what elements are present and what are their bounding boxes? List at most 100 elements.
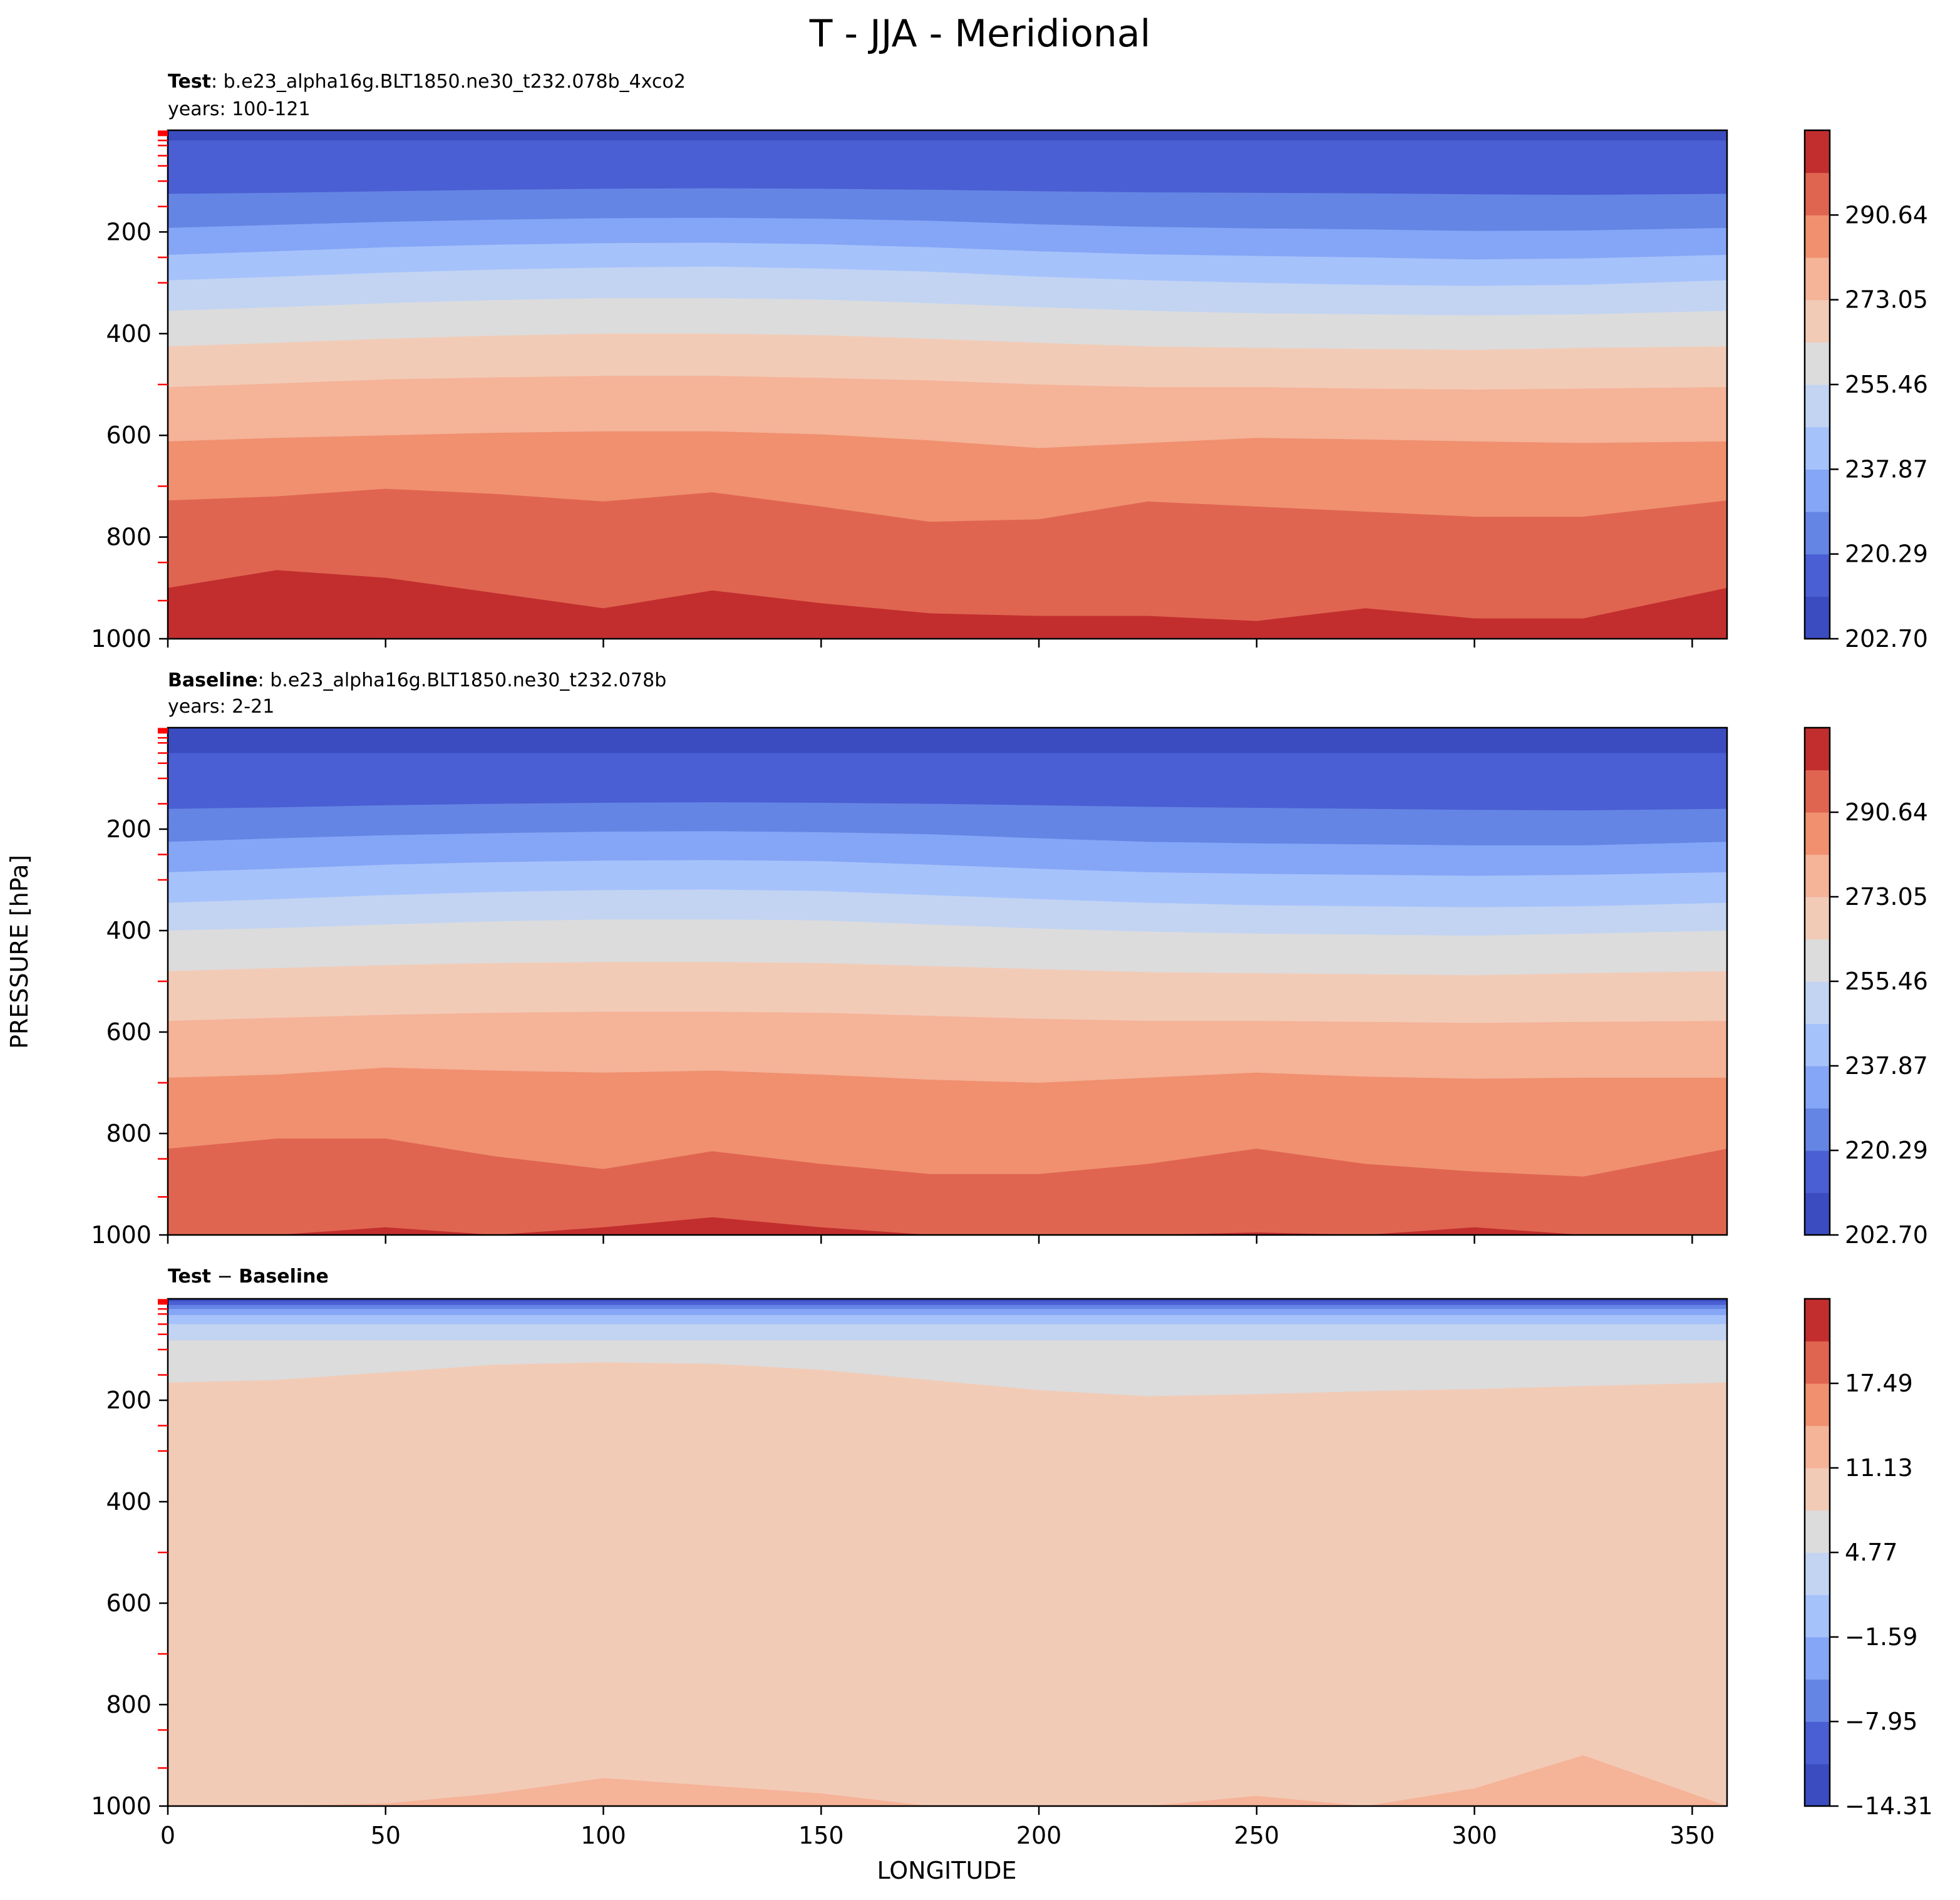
colorbar-swatch-0 — [1805, 596, 1830, 639]
colorbar-swatch-2 — [1805, 1679, 1830, 1722]
colorbar-swatch-3 — [1805, 1637, 1830, 1680]
colorbar-swatch-10 — [1805, 172, 1830, 215]
colorbar-tick-label-2: −1.59 — [1845, 1623, 1917, 1651]
colorbar-swatch-11 — [1805, 1299, 1830, 1342]
panel-label-rest: : b.e23_alpha16g.BLT1850.ne30_t232.078b — [258, 669, 667, 691]
colorbar-swatch-5 — [1805, 385, 1830, 428]
contour-fills — [168, 728, 1727, 1235]
y-tick-label-1: 400 — [106, 320, 152, 348]
y-tick-label-4: 1000 — [91, 1792, 152, 1820]
contour-band-11 — [168, 570, 1727, 639]
panel-years: years: 100-121 — [168, 98, 311, 120]
colorbar-swatch-7 — [1805, 299, 1830, 343]
panel-label-bold: Baseline — [168, 669, 258, 691]
panel-label: Test: b.e23_alpha16g.BLT1850.ne30_t232.0… — [168, 71, 686, 93]
colorbar-swatch-2 — [1805, 512, 1830, 555]
red-minor-ticks — [158, 1299, 168, 1769]
colorbar-tick-label-3: 4.77 — [1845, 1539, 1898, 1566]
colorbar-swatch-6 — [1805, 342, 1830, 385]
x-tick-label-4: 200 — [1016, 1822, 1062, 1849]
colorbar-swatch-9 — [1805, 812, 1830, 855]
panel-label-rest: : b.e23_alpha16g.BLT1850.ne30_t232.078b_… — [211, 71, 686, 93]
colorbar-swatch-11 — [1805, 130, 1830, 173]
colorbar-tick-label-0: 202.70 — [1845, 1221, 1928, 1249]
colorbar-swatch-4 — [1805, 1023, 1830, 1066]
colorbar-swatch-8 — [1805, 854, 1830, 897]
colorbar-swatch-10 — [1805, 770, 1830, 813]
contour-fills — [168, 1299, 1727, 1806]
x-tick-label-7: 350 — [1669, 1822, 1715, 1849]
colorbar-swatch-8 — [1805, 1425, 1830, 1469]
colorbar-swatch-11 — [1805, 728, 1830, 771]
x-tick-label-6: 300 — [1452, 1822, 1497, 1849]
contour-band-11 — [168, 1217, 1727, 1235]
panel-label-bold: Test — [168, 71, 211, 93]
y-tick-label-0: 200 — [106, 1386, 152, 1414]
colorbar-tick-label-4: 11.13 — [1845, 1454, 1913, 1482]
colorbar-swatch-1 — [1805, 1722, 1830, 1765]
colorbar-tick-label-1: 220.29 — [1845, 1137, 1928, 1164]
y-tick-label-4: 1000 — [91, 1221, 152, 1249]
colorbar-swatch-4 — [1805, 1594, 1830, 1638]
panel-diff: 200 400 600 800 1000 0 50 100 150 200 250 300 350 Tes… — [91, 1266, 1932, 1849]
y-tick-label-0: 200 — [106, 815, 152, 843]
figure-title: T - JJA - Meridional — [809, 12, 1151, 56]
colorbar-tick-label-2: 237.87 — [1845, 1052, 1928, 1080]
y-tick-label-3: 800 — [106, 1691, 152, 1718]
red-minor-ticks — [158, 130, 168, 602]
colorbar-swatch-10 — [1805, 1341, 1830, 1384]
colorbar-swatch-5 — [1805, 1552, 1830, 1596]
y-tick-label-3: 800 — [106, 1120, 152, 1147]
colorbar-swatch-8 — [1805, 257, 1830, 301]
colorbar: −14.31 −7.95 −1.59 4.77 11.13 17.49 — [1803, 1298, 1933, 1820]
panel-label-bold2: Baseline — [239, 1266, 329, 1288]
x-axis-label: LONGITUDE — [877, 1857, 1016, 1884]
colorbar-tick-label-4: 273.05 — [1845, 883, 1928, 911]
y-tick-label-2: 600 — [106, 421, 152, 449]
panel-label: Baseline: b.e23_alpha16g.BLT1850.ne30_t2… — [168, 669, 666, 691]
colorbar-tick-label-0: 202.70 — [1845, 625, 1928, 653]
contour-band-8 — [168, 1755, 1727, 1806]
colorbar-tick-label-1: −7.95 — [1845, 1708, 1917, 1735]
colorbar-swatch-3 — [1805, 469, 1830, 512]
y-tick-label-0: 200 — [106, 218, 152, 245]
colorbar-tick-label-0: −14.31 — [1845, 1792, 1933, 1820]
x-tick-label-0: 0 — [160, 1822, 175, 1849]
x-tick-label-1: 50 — [371, 1822, 401, 1849]
colorbar-swatch-9 — [1805, 215, 1830, 258]
colorbar-tick-label-5: 17.49 — [1845, 1370, 1913, 1397]
contour-band-7 — [168, 1362, 1727, 1806]
red-minor-ticks — [158, 728, 168, 1198]
y-tick-label-3: 800 — [106, 524, 152, 551]
panel-label-minus: − — [211, 1266, 239, 1288]
colorbar-swatch-7 — [1805, 897, 1830, 940]
colorbar-swatch-3 — [1805, 1066, 1830, 1109]
colorbar-tick-label-3: 255.46 — [1845, 968, 1928, 995]
colorbar-swatch-1 — [1805, 554, 1830, 597]
y-tick-label-2: 600 — [106, 1589, 152, 1617]
colorbar-swatch-2 — [1805, 1108, 1830, 1151]
colorbar-tick-label-5: 290.64 — [1845, 798, 1928, 826]
colorbar-tick-label-4: 273.05 — [1845, 286, 1928, 314]
contour-band-10 — [168, 488, 1727, 639]
colorbar-swatch-9 — [1805, 1383, 1830, 1427]
y-tick-label-1: 400 — [106, 917, 152, 944]
colorbar-tick-label-3: 255.46 — [1845, 371, 1928, 398]
colorbar-swatch-0 — [1805, 1192, 1830, 1236]
colorbar: 202.70 220.29 237.87 255.46 273.05 290.64 — [1803, 726, 1928, 1249]
y-axis-label: PRESSURE [hPa] — [6, 855, 33, 1049]
colorbar-tick-label-1: 220.29 — [1845, 540, 1928, 568]
colorbar-tick-label-2: 237.87 — [1845, 455, 1928, 483]
y-tick-label-1: 400 — [106, 1488, 152, 1515]
panel-test: 200 400 600 800 1000 Test: b.e23_alpha16g.BLT… — [91, 71, 1928, 653]
colorbar-swatch-0 — [1805, 1763, 1830, 1807]
panel-label-bold: Test — [168, 1266, 211, 1288]
colorbar-swatch-5 — [1805, 981, 1830, 1025]
colorbar-swatch-1 — [1805, 1150, 1830, 1194]
colorbar-tick-label-5: 290.64 — [1845, 201, 1928, 229]
y-tick-label-4: 1000 — [91, 625, 152, 653]
x-tick-label-2: 100 — [580, 1822, 626, 1849]
colorbar-swatch-7 — [1805, 1468, 1830, 1511]
